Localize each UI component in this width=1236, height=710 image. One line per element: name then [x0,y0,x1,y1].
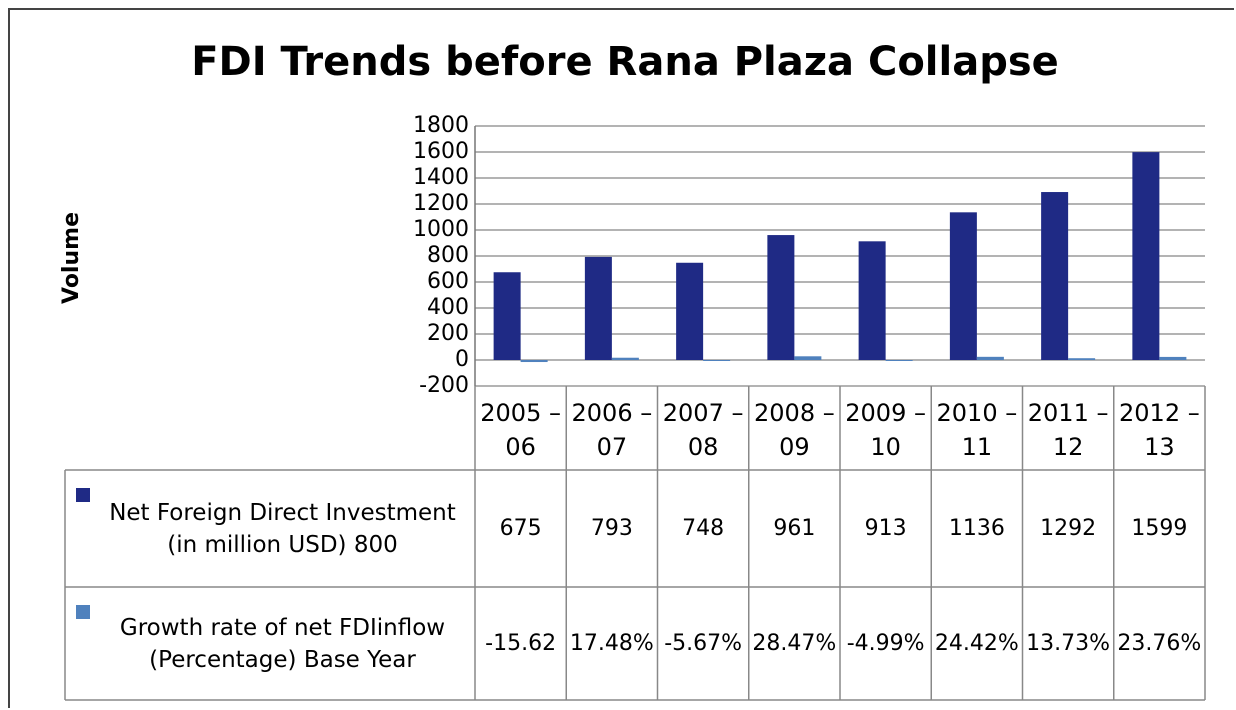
y-tick-label: 1800 [413,113,469,138]
y-tick-label: 1000 [413,217,469,242]
bar [611,357,639,360]
x-tick-label: 2010 – 11 [936,399,1018,461]
x-tick-label: 2007 – 08 [662,399,744,461]
data-label: 961 [773,515,816,541]
data-label: -5.67% [664,630,743,656]
bar [949,212,977,360]
y-tick-label: 200 [427,321,469,346]
bar [493,272,521,360]
x-tick-label: 2005 – 06 [480,399,561,461]
data-label: 1136 [948,515,1005,541]
data-label: 793 [590,515,633,541]
y-tick-label: -200 [419,373,469,398]
bar [885,360,913,361]
y-tick-label: 600 [427,269,469,294]
bar [767,235,795,360]
bar [976,356,1004,360]
y-axis-label: Volume [59,212,84,304]
data-label: 1292 [1040,515,1097,541]
legend-label: Net Foreign Direct Investment (in millio… [109,499,456,558]
x-tick-label: 2012 – 13 [1119,399,1200,461]
bar [584,256,612,360]
y-tick-label: 800 [427,243,469,268]
chart-title: FDI Trends before Rana Plaza Collapse [191,39,1059,85]
bar [1041,192,1069,360]
y-tick-label: 0 [455,347,469,372]
y-tick-label: 1400 [413,165,469,190]
bar [858,241,886,360]
data-label: 23.76% [1117,630,1202,656]
bar [520,360,548,363]
bar [794,356,822,360]
y-tick-label: 1200 [413,191,469,216]
bar [1068,358,1096,360]
chart-frame [8,8,1234,708]
legend-swatch [76,488,90,502]
x-tick-label: 2009 – 10 [845,399,926,461]
x-tick-label: 2011 – 12 [1027,399,1109,461]
y-tick-label: 400 [427,295,469,320]
data-label: 28.47% [752,630,837,656]
data-label: 17.48% [569,630,654,656]
x-tick-label: 2006 – 07 [571,399,653,461]
data-label: -4.99% [846,630,925,656]
data-label: 1599 [1131,515,1188,541]
data-label: 24.42% [934,630,1019,656]
data-label: -15.62 [485,630,557,656]
bar [1159,356,1187,360]
legend-label: Growth rate of net FDIinflow (Percentage… [119,614,446,673]
data-label: 913 [864,515,907,541]
bar [703,360,731,361]
legend-swatch [76,605,90,619]
x-tick-label: 2008 – 09 [754,399,835,461]
bar [676,262,704,360]
data-label: 748 [682,515,725,541]
bar [1132,152,1160,360]
data-label: 13.73% [1026,630,1111,656]
y-tick-label: 1600 [413,139,469,164]
data-label: 675 [499,515,542,541]
